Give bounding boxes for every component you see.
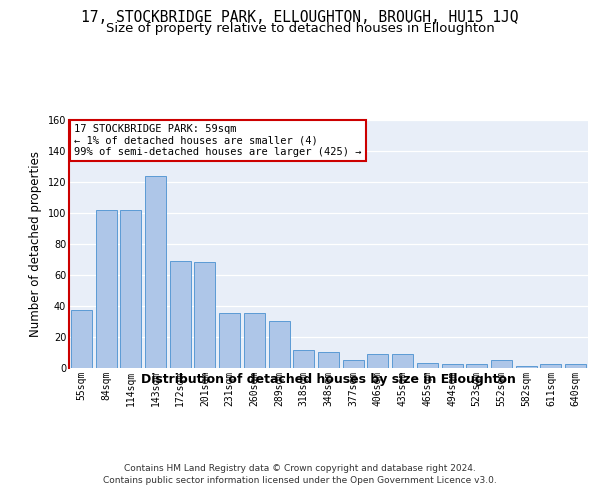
Bar <box>95 210 116 368</box>
Text: Contains public sector information licensed under the Open Government Licence v3: Contains public sector information licen… <box>103 476 497 485</box>
Y-axis label: Number of detached properties: Number of detached properties <box>29 151 42 337</box>
Bar <box>120 210 141 368</box>
Text: 17, STOCKBRIDGE PARK, ELLOUGHTON, BROUGH, HU15 1JQ: 17, STOCKBRIDGE PARK, ELLOUGHTON, BROUGH… <box>81 10 519 25</box>
Bar <box>244 314 265 368</box>
Bar <box>491 360 512 368</box>
Text: Size of property relative to detached houses in Elloughton: Size of property relative to detached ho… <box>106 22 494 35</box>
Bar <box>269 321 290 368</box>
Bar <box>442 364 463 368</box>
Bar <box>293 350 314 368</box>
Text: 17 STOCKBRIDGE PARK: 59sqm
← 1% of detached houses are smaller (4)
99% of semi-d: 17 STOCKBRIDGE PARK: 59sqm ← 1% of detac… <box>74 124 362 157</box>
Bar <box>170 261 191 368</box>
Text: Contains HM Land Registry data © Crown copyright and database right 2024.: Contains HM Land Registry data © Crown c… <box>124 464 476 473</box>
Bar <box>367 354 388 368</box>
Bar <box>392 354 413 368</box>
Bar <box>194 262 215 368</box>
Bar <box>541 364 562 368</box>
Bar <box>219 314 240 368</box>
Bar <box>343 360 364 368</box>
Text: Distribution of detached houses by size in Elloughton: Distribution of detached houses by size … <box>142 372 516 386</box>
Bar <box>318 352 339 368</box>
Bar <box>417 363 438 368</box>
Bar <box>565 364 586 368</box>
Bar <box>466 364 487 368</box>
Bar <box>71 310 92 368</box>
Bar <box>516 366 537 368</box>
Bar <box>145 176 166 368</box>
